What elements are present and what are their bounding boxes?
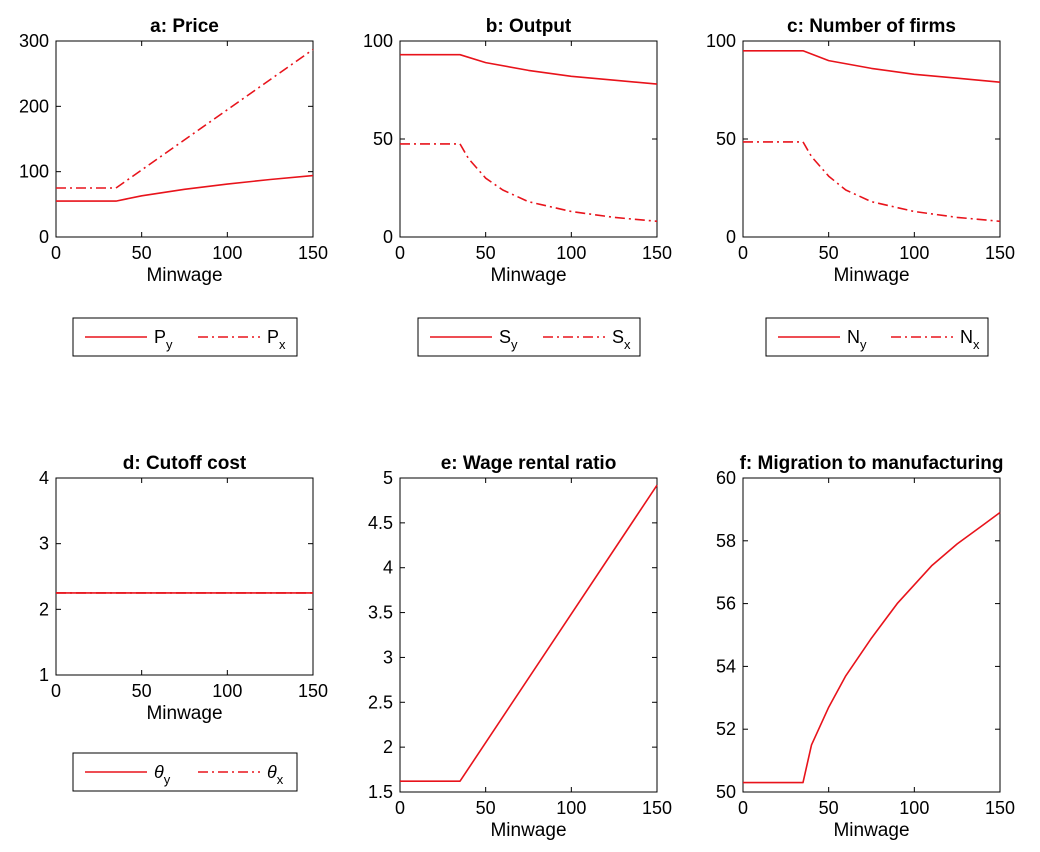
x-tick-label: 100 — [899, 243, 929, 263]
x-tick-label: 50 — [132, 243, 152, 263]
series-line-1 — [400, 53, 658, 85]
x-tick-label: 0 — [51, 681, 61, 701]
chart-title: e: Wage rental ratio — [441, 453, 617, 474]
series-line-1 — [743, 511, 1001, 784]
legend: θy θx — [72, 752, 298, 792]
y-tick-label: 60 — [716, 468, 736, 488]
x-tick-label: 0 — [738, 243, 748, 263]
x-tick-label: 150 — [642, 243, 672, 263]
x-tick-label: 100 — [899, 798, 929, 818]
y-tick-label: 50 — [373, 129, 393, 149]
y-tick-label: 4.5 — [368, 513, 393, 533]
x-axis-label: Minwage — [490, 820, 566, 841]
y-tick-label: 2 — [383, 737, 393, 757]
x-tick-label: 150 — [985, 798, 1015, 818]
chart-title: b: Output — [486, 16, 572, 37]
y-tick-label: 1 — [39, 665, 49, 685]
legend: Ny Nx — [765, 317, 989, 357]
series-line-2 — [743, 141, 1001, 223]
y-tick-label: 50 — [716, 129, 736, 149]
x-tick-label: 50 — [476, 798, 496, 818]
y-tick-label: 4 — [39, 468, 49, 488]
series-line-1 — [400, 484, 658, 783]
plot-frame — [55, 477, 314, 676]
y-tick-label: 3.5 — [368, 603, 393, 623]
y-tick-label: 2 — [39, 599, 49, 619]
y-tick-label: 200 — [19, 96, 49, 116]
y-tick-label: 300 — [19, 31, 49, 51]
x-tick-label: 150 — [298, 681, 328, 701]
y-tick-label: 1.5 — [368, 782, 393, 802]
x-tick-label: 0 — [51, 243, 61, 263]
x-axis-label: Minwage — [833, 265, 909, 286]
y-tick-label: 2.5 — [368, 692, 393, 712]
x-tick-label: 0 — [738, 798, 748, 818]
y-tick-label: 54 — [716, 656, 736, 676]
plot-frame — [742, 477, 1001, 793]
plot-frame — [742, 40, 1001, 238]
subplot-a: a: Price 0 50 100 150 0 100 200 300 Minwage Py Px — [19, 16, 328, 357]
x-tick-label: 0 — [395, 798, 405, 818]
x-tick-label: 100 — [212, 681, 242, 701]
x-tick-label: 0 — [395, 243, 405, 263]
y-tick-label: 56 — [716, 594, 736, 614]
y-tick-label: 0 — [383, 227, 393, 247]
y-tick-label: 0 — [39, 227, 49, 247]
series-line-1 — [56, 174, 314, 202]
y-tick-label: 100 — [19, 162, 49, 182]
x-tick-label: 50 — [132, 681, 152, 701]
subplot-d: d: Cutoff cost 0 50 100 150 1 2 3 4 Minwage θy θx — [39, 453, 328, 792]
plot-frame — [399, 477, 658, 793]
chart-title: a: Price — [150, 16, 219, 37]
series-line-2 — [400, 143, 658, 223]
chart-title: f: Migration to manufacturing — [740, 453, 1004, 474]
series-line-1 — [743, 49, 1001, 83]
y-tick-label: 58 — [716, 531, 736, 551]
x-tick-label: 150 — [985, 243, 1015, 263]
y-tick-label: 50 — [716, 782, 736, 802]
y-tick-label: 0 — [726, 227, 736, 247]
y-tick-label: 5 — [383, 468, 393, 488]
y-tick-label: 100 — [363, 31, 393, 51]
y-tick-label: 3 — [383, 647, 393, 667]
x-tick-label: 150 — [642, 798, 672, 818]
y-tick-label: 4 — [383, 558, 393, 578]
x-tick-label: 100 — [556, 243, 586, 263]
y-tick-label: 100 — [706, 31, 736, 51]
chart-title: c: Number of firms — [787, 16, 956, 37]
x-tick-label: 100 — [212, 243, 242, 263]
x-axis-label: Minwage — [146, 703, 222, 724]
series-line-2 — [56, 48, 314, 189]
x-tick-label: 50 — [819, 243, 839, 263]
x-tick-label: 50 — [819, 798, 839, 818]
x-tick-label: 100 — [556, 798, 586, 818]
x-axis-label: Minwage — [146, 265, 222, 286]
x-tick-label: 150 — [298, 243, 328, 263]
y-tick-label: 52 — [716, 719, 736, 739]
x-tick-label: 50 — [476, 243, 496, 263]
chart-title: d: Cutoff cost — [123, 453, 247, 474]
plot-frame — [399, 40, 658, 238]
subplot-e: e: Wage rental ratio 0 50 100 150 1.5 2 2.5 3 3.5… — [368, 453, 672, 841]
x-axis-label: Minwage — [490, 265, 566, 286]
x-axis-label: Minwage — [833, 820, 909, 841]
legend: Sy Sx — [417, 317, 641, 357]
legend: Py Px — [72, 317, 298, 357]
y-tick-label: 3 — [39, 534, 49, 554]
